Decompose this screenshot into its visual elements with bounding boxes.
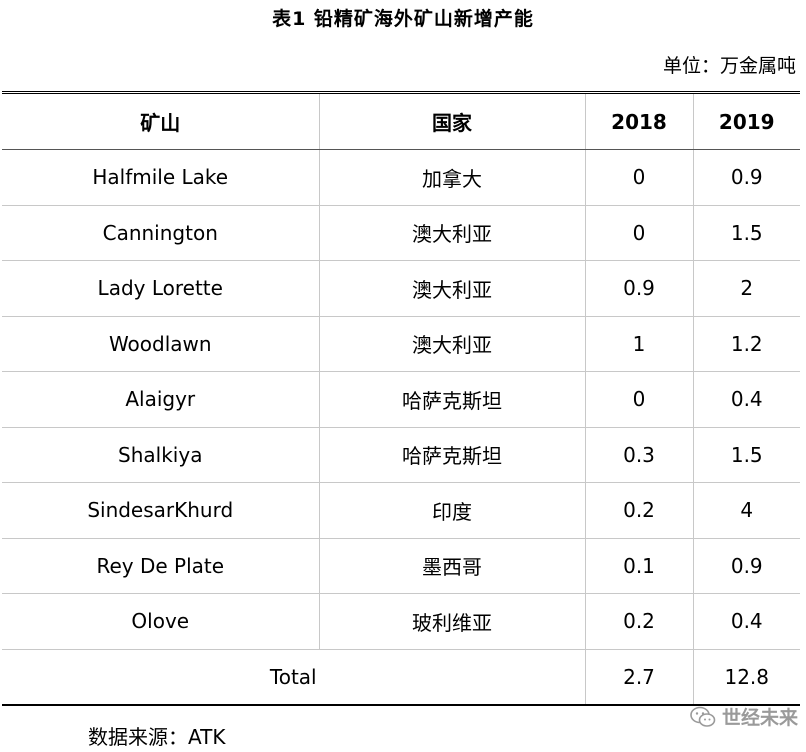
value-2018-cell: 0.1 <box>585 538 694 594</box>
header-country: 国家 <box>319 94 586 150</box>
value-2018-cell: 0 <box>585 149 694 206</box>
total-label: Total <box>2 649 586 706</box>
mine-cell: Alaigyr <box>2 371 320 428</box>
unit-label: 单位：万金属吨 <box>662 55 796 77</box>
mine-cell: Cannington <box>2 205 320 261</box>
value-2019-cell: 0.9 <box>693 538 800 594</box>
value-2019-cell: 1.5 <box>693 427 800 483</box>
value-2018-cell: 0 <box>585 371 694 428</box>
table-row: Halfmile Lake 加拿大 0 0.9 <box>2 149 800 206</box>
data-source: 数据来源：ATK <box>88 725 226 749</box>
table-row: Rey De Plate 墨西哥 0.1 0.9 <box>2 538 800 594</box>
table-row: Olove 玻利维亚 0.2 0.4 <box>2 593 800 650</box>
value-2019-cell: 1.5 <box>693 205 800 261</box>
mine-cell: Rey De Plate <box>2 538 320 594</box>
total-row: Total 2.7 12.8 <box>2 649 800 706</box>
header-mine: 矿山 <box>2 94 320 150</box>
watermark-text: 世经未来 <box>721 707 798 729</box>
country-cell: 哈萨克斯坦 <box>319 427 586 483</box>
value-2019-cell: 0.4 <box>693 593 800 650</box>
header-row: 矿山 国家 2018 2019 <box>2 94 800 150</box>
mine-cell: Halfmile Lake <box>2 149 320 206</box>
country-cell: 印度 <box>319 482 586 539</box>
table-row: Shalkiya 哈萨克斯坦 0.3 1.5 <box>2 427 800 483</box>
header-2019: 2019 <box>693 94 800 150</box>
value-2018-cell: 0.2 <box>585 482 694 539</box>
value-2018-cell: 1 <box>585 316 694 372</box>
table-row: SindesarKhurd 印度 0.2 4 <box>2 482 800 539</box>
header-2018: 2018 <box>585 94 694 150</box>
mine-cell: SindesarKhurd <box>2 482 320 539</box>
table-row: Cannington 澳大利亚 0 1.5 <box>2 205 800 261</box>
wechat-icon <box>690 706 716 727</box>
country-cell: 澳大利亚 <box>319 316 586 372</box>
table-title: 表1 铅精矿海外矿山新增产能 <box>272 8 534 30</box>
value-2018-cell: 0.2 <box>585 593 694 650</box>
mine-cell: Olove <box>2 593 320 650</box>
total-2018: 2.7 <box>585 649 694 706</box>
table-row: Woodlawn 澳大利亚 1 1.2 <box>2 316 800 372</box>
country-cell: 哈萨克斯坦 <box>319 371 586 428</box>
value-2019-cell: 0.9 <box>693 149 800 206</box>
value-2018-cell: 0.3 <box>585 427 694 483</box>
watermark: 世经未来 <box>690 703 798 730</box>
country-cell: 澳大利亚 <box>319 205 586 261</box>
value-2019-cell: 0.4 <box>693 371 800 428</box>
table-row: Alaigyr 哈萨克斯坦 0 0.4 <box>2 371 800 428</box>
value-2018-cell: 0 <box>585 205 694 261</box>
country-cell: 加拿大 <box>319 149 586 206</box>
value-2019-cell: 4 <box>693 482 800 539</box>
value-2019-cell: 2 <box>693 260 800 317</box>
country-cell: 墨西哥 <box>319 538 586 594</box>
total-2019: 12.8 <box>693 649 800 706</box>
mine-cell: Lady Lorette <box>2 260 320 317</box>
value-2019-cell: 1.2 <box>693 316 800 372</box>
mine-cell: Shalkiya <box>2 427 320 483</box>
value-2018-cell: 0.9 <box>585 260 694 317</box>
table-row: Lady Lorette 澳大利亚 0.9 2 <box>2 260 800 317</box>
country-cell: 玻利维亚 <box>319 593 586 650</box>
mine-cell: Woodlawn <box>2 316 320 372</box>
capacity-table: 矿山 国家 2018 2019 Halfmile Lake 加拿大 0 0.9 … <box>2 94 800 706</box>
country-cell: 澳大利亚 <box>319 260 586 317</box>
table-container: 矿山 国家 2018 2019 Halfmile Lake 加拿大 0 0.9 … <box>2 91 800 706</box>
